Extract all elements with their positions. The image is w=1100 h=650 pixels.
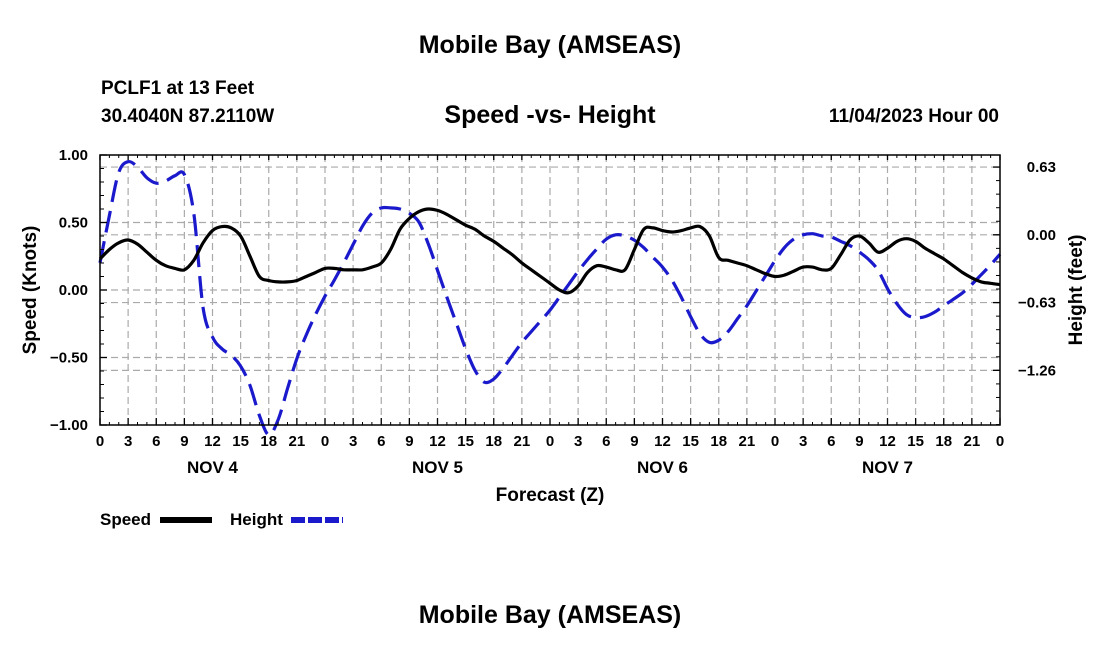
x-tick-label: 6 <box>827 433 835 450</box>
station-label: PCLF1 at 13 Feet <box>101 78 255 99</box>
y-axis-label: Speed (Knots) <box>20 226 41 355</box>
x-tick-label: 18 <box>710 433 727 450</box>
station-coordinates: 30.4040N 87.2110W <box>101 106 275 127</box>
page-title-bottom: Mobile Bay (AMSEAS) <box>418 601 682 629</box>
series-lines <box>98 159 1002 437</box>
x-tick-label: 18 <box>935 433 952 450</box>
legend: Speed Height <box>100 510 343 529</box>
x-tick-label: 9 <box>855 433 863 450</box>
y-tick-label: −1.00 <box>50 417 88 434</box>
x-tick-label: 6 <box>377 433 385 450</box>
x-tick-label: 6 <box>152 433 160 450</box>
y2-tick-label: 0.63 <box>1027 159 1056 176</box>
x-tick-label: 15 <box>907 433 924 450</box>
x-tick-label: 0 <box>546 433 554 450</box>
x-axis-label: Forecast (Z) <box>496 485 605 506</box>
x-tick-label: 21 <box>964 433 981 450</box>
x-tick-label: 21 <box>739 433 756 450</box>
x-tick-label: 12 <box>654 433 671 450</box>
day-label: NOV 7 <box>862 458 913 477</box>
x-tick-label: 15 <box>457 433 474 450</box>
forecast-date: 11/04/2023 Hour 00 <box>828 106 999 127</box>
x-tick-label: 18 <box>260 433 277 450</box>
x-tick-label: 9 <box>630 433 638 450</box>
x-tick-label: 0 <box>996 433 1004 450</box>
y2-tick-label: −0.63 <box>1018 295 1056 312</box>
x-tick-label: 9 <box>180 433 188 450</box>
x-tick-label: 15 <box>682 433 699 450</box>
axis-ticks: 0 3 6 9 12 15 18 21 0 3 6 9 12 15 18 21 0 3 6 9 12 15 18 21 0 3 6 9… <box>50 147 1056 477</box>
day-label: NOV 5 <box>412 458 463 477</box>
y2-tick-label: 0.00 <box>1027 227 1056 244</box>
x-tick-label: 21 <box>289 433 306 450</box>
x-tick-label: 12 <box>429 433 446 450</box>
day-label: NOV 4 <box>187 458 239 477</box>
x-tick-label: 3 <box>124 433 132 450</box>
y2-axis-label: Height (feet) <box>1066 235 1087 346</box>
x-tick-label: 3 <box>799 433 807 450</box>
x-tick-label: 3 <box>349 433 357 450</box>
x-tick-label: 3 <box>574 433 582 450</box>
x-tick-label: 12 <box>879 433 896 450</box>
y-tick-label: 0.50 <box>59 215 88 232</box>
page-title: Mobile Bay (AMSEAS) <box>418 31 682 59</box>
x-tick-label: 6 <box>602 433 610 450</box>
y2-tick-label: −1.26 <box>1018 362 1056 379</box>
legend-label-speed: Speed <box>100 510 151 529</box>
x-tick-label: 21 <box>514 433 531 450</box>
height-series-line <box>98 159 1002 437</box>
grid-lines <box>100 155 1000 425</box>
y-tick-label: 1.00 <box>59 147 88 164</box>
y-tick-label: 0.00 <box>59 282 88 299</box>
x-tick-label: 9 <box>405 433 413 450</box>
x-tick-label: 0 <box>771 433 779 450</box>
legend-label-height: Height <box>230 510 283 529</box>
y-tick-label: −0.50 <box>50 350 88 367</box>
x-tick-label: 15 <box>232 433 249 450</box>
chart-title: Speed -vs- Height <box>444 101 656 129</box>
x-tick-label: 18 <box>485 433 502 450</box>
day-label: NOV 6 <box>637 458 688 477</box>
x-tick-label: 12 <box>204 433 221 450</box>
x-tick-label: 0 <box>96 433 104 450</box>
speed-series-line <box>98 207 1001 295</box>
x-tick-label: 0 <box>321 433 329 450</box>
